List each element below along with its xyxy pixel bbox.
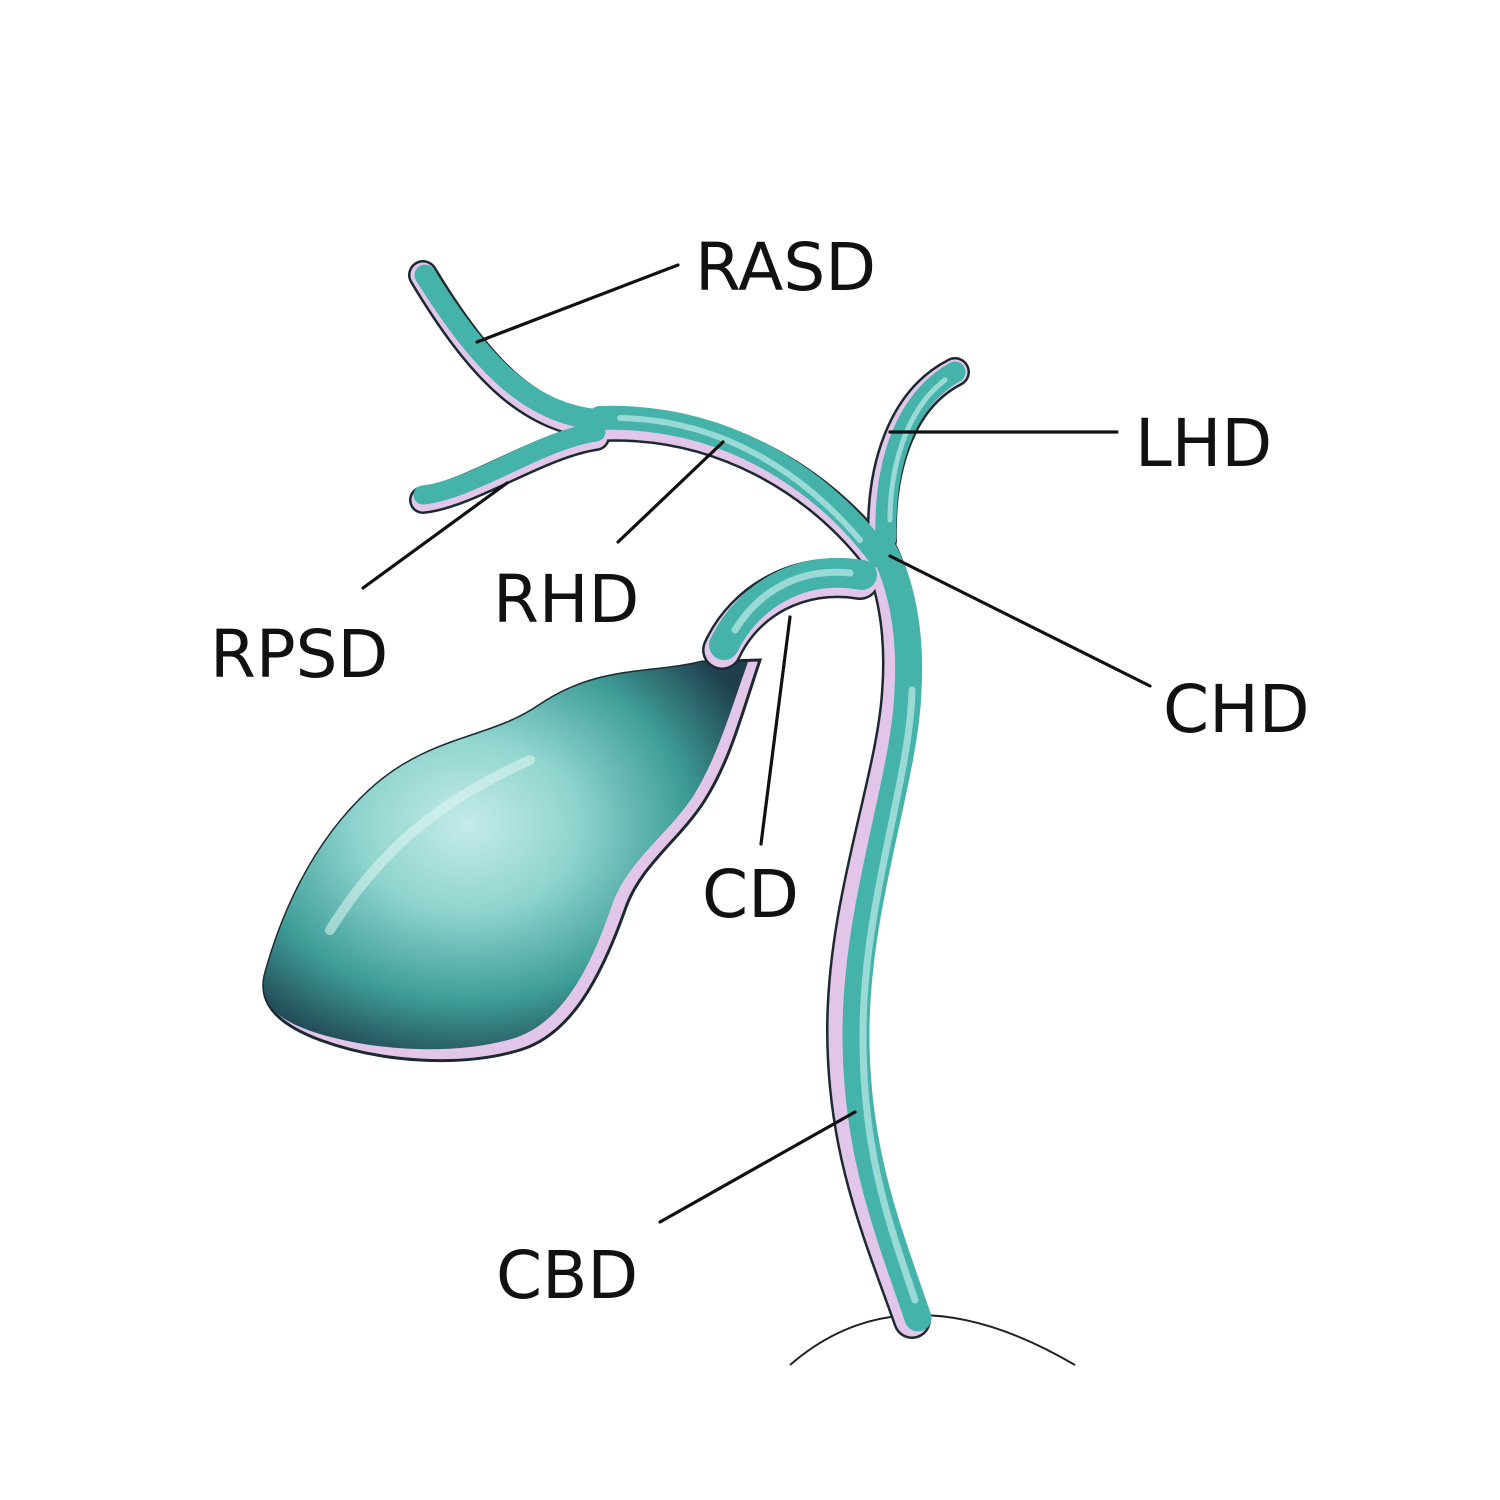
leader-cbd bbox=[658, 1110, 857, 1224]
label-rpsd: RPSD bbox=[210, 616, 388, 693]
label-cbd: CBD bbox=[496, 1237, 638, 1314]
label-rasd: RASD bbox=[695, 229, 876, 306]
leader-chd bbox=[888, 554, 1152, 688]
label-rhd: RHD bbox=[493, 561, 639, 638]
label-lhd: LHD bbox=[1135, 405, 1272, 482]
leader-rasd bbox=[475, 263, 680, 344]
label-cd: CD bbox=[702, 856, 799, 933]
leader-cd bbox=[759, 615, 792, 846]
gallbladder bbox=[262, 658, 763, 1063]
bile-duct-highlights bbox=[617, 377, 948, 1304]
label-chd: CHD bbox=[1163, 671, 1310, 748]
leader-rhd bbox=[616, 440, 725, 544]
duodenum-outline bbox=[789, 1314, 1076, 1366]
leader-rpsd bbox=[361, 481, 509, 590]
